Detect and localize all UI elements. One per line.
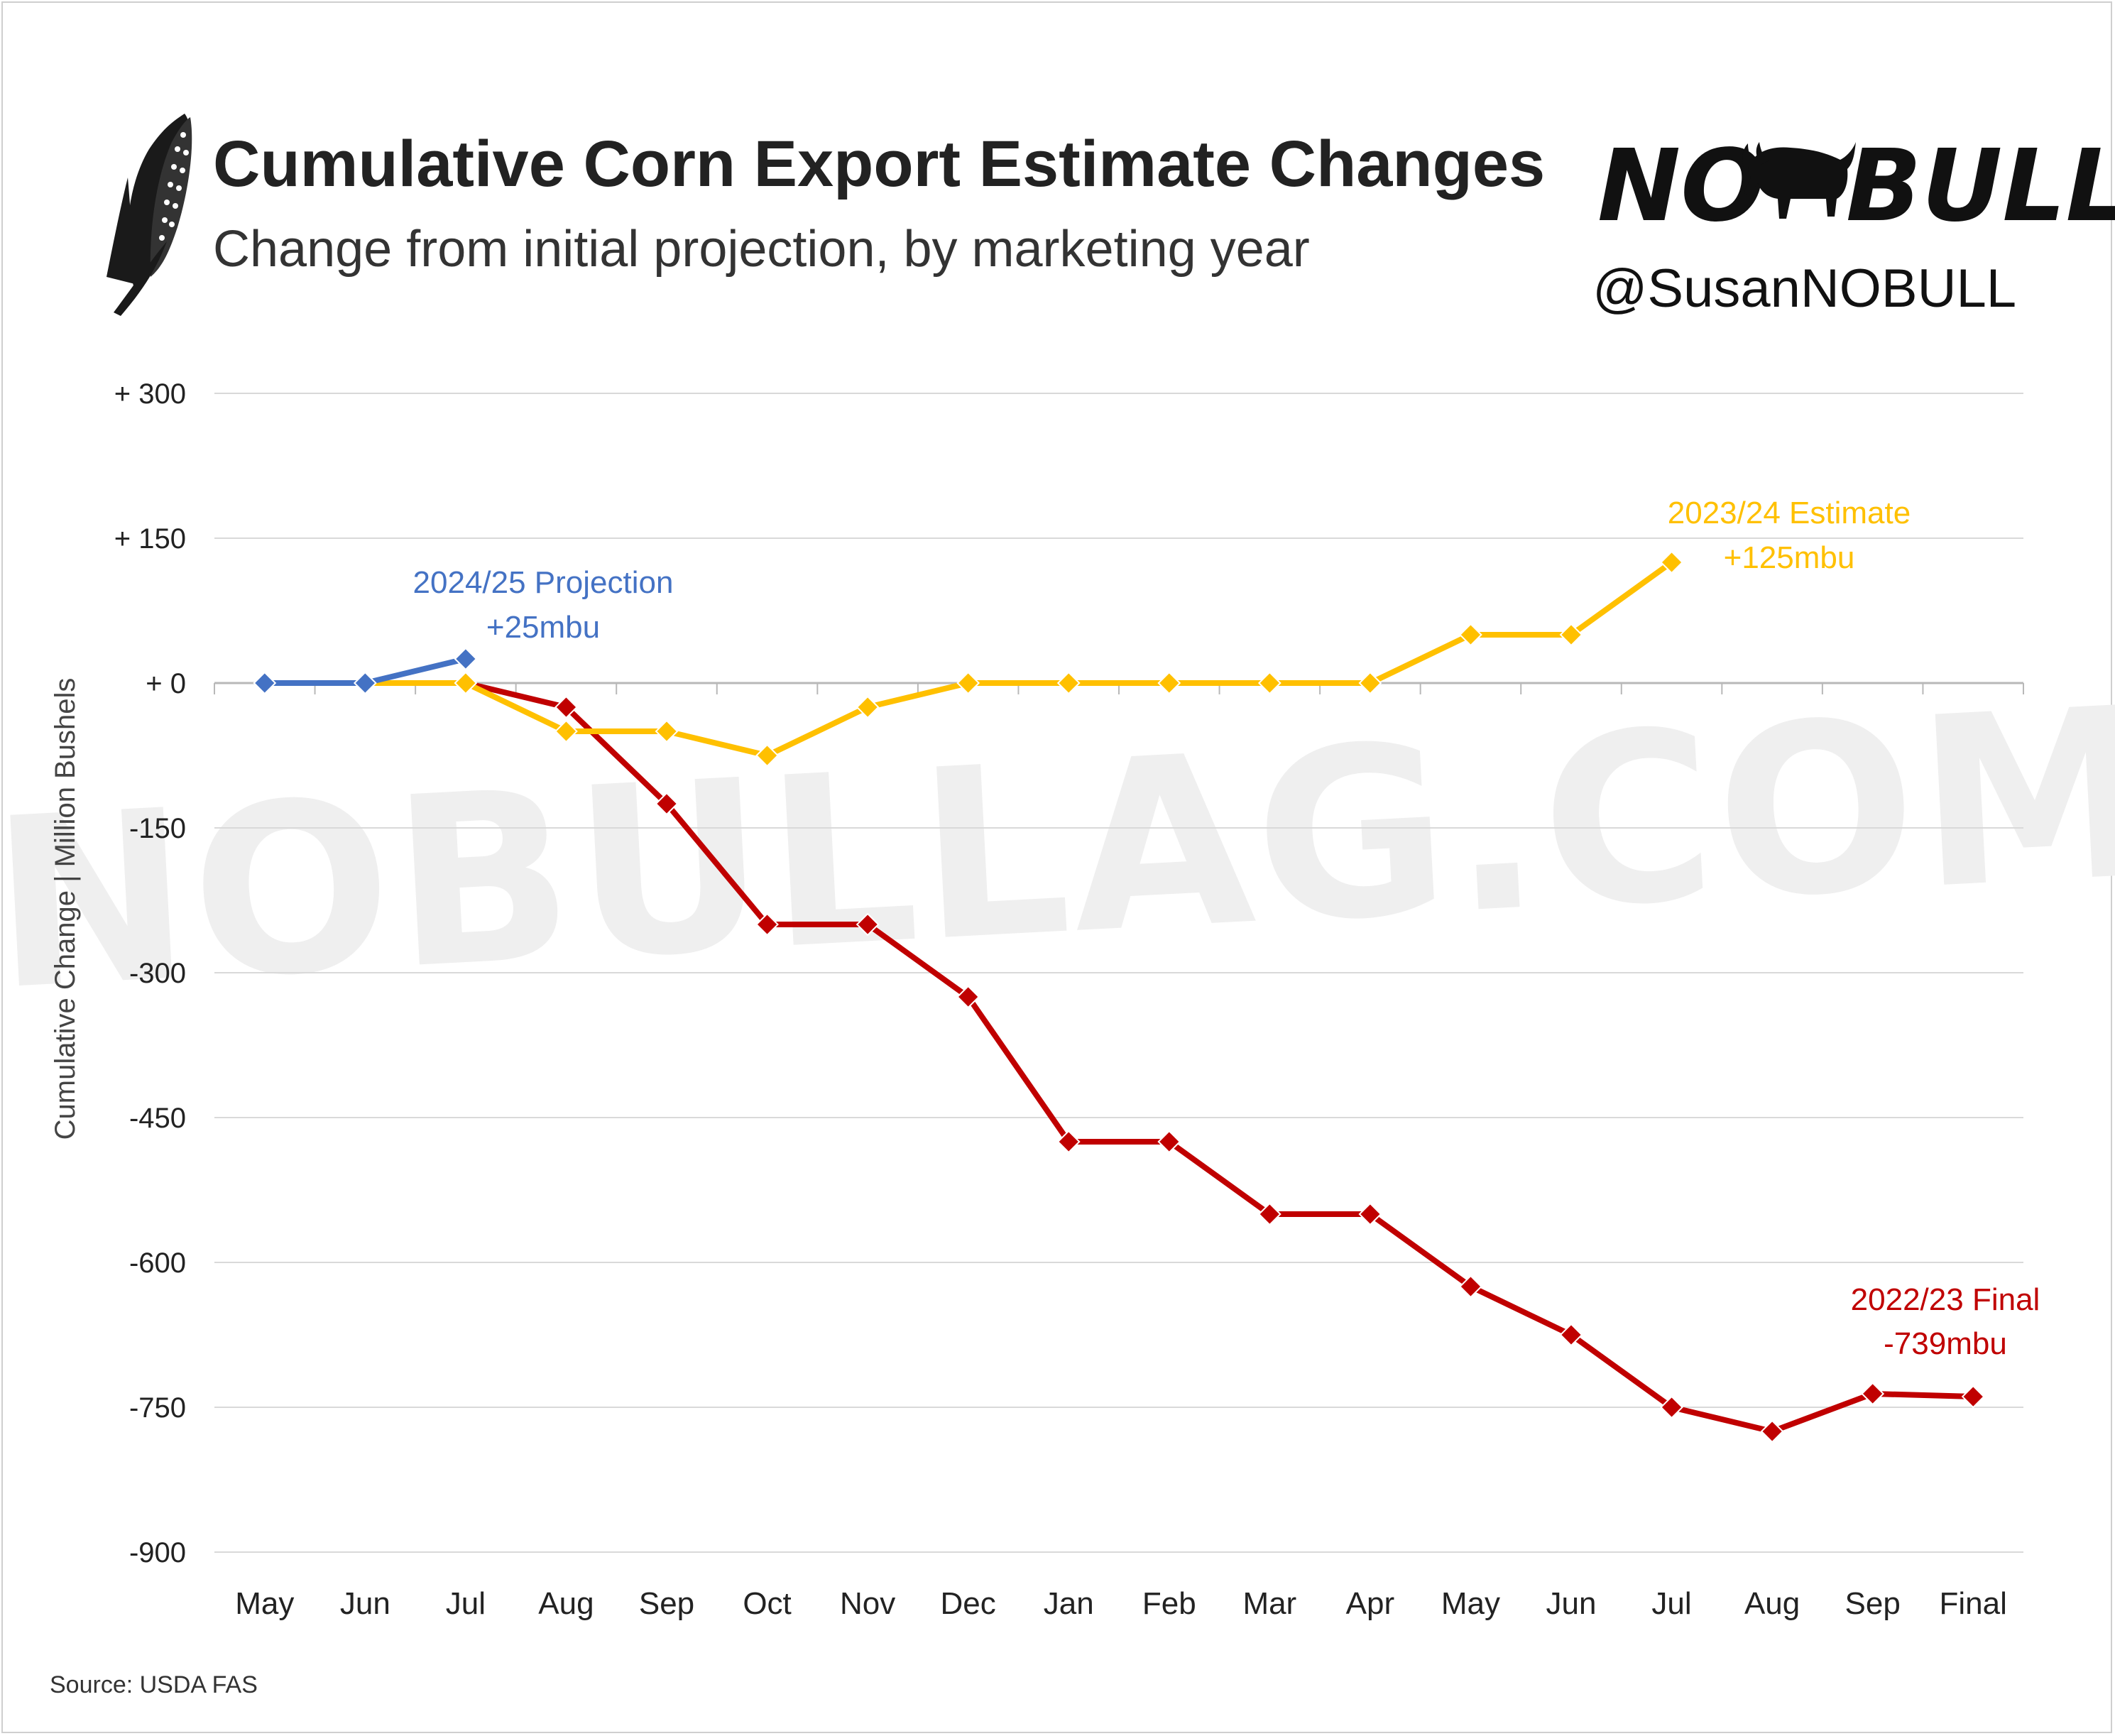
y-tick-label: -600 <box>129 1248 186 1279</box>
data-point <box>755 912 779 937</box>
series-annotation: -739mbu <box>1884 1326 2007 1361</box>
x-tick-label: Jun <box>340 1586 390 1621</box>
data-point <box>1157 1130 1181 1154</box>
logo-no-text: NO <box>1597 129 1765 244</box>
data-point <box>554 719 578 743</box>
data-point <box>454 647 478 671</box>
corn-icon <box>106 114 192 316</box>
x-tick-label: Jul <box>1651 1586 1691 1621</box>
data-point <box>1056 671 1081 695</box>
x-tick-label: Feb <box>1142 1586 1196 1621</box>
data-point <box>1660 1395 1683 1419</box>
bull-icon <box>1742 142 1856 219</box>
y-tick-label: + 150 <box>114 523 186 555</box>
x-tick-label: Final <box>1940 1586 2007 1621</box>
data-point <box>1559 623 1583 647</box>
x-tick-label: Oct <box>743 1586 791 1621</box>
x-tick-label: Sep <box>1845 1586 1901 1621</box>
x-tick-label: Aug <box>1744 1586 1800 1621</box>
chart-subtitle: Change from initial projection, by marke… <box>213 221 1310 278</box>
data-point <box>1459 623 1482 647</box>
data-point <box>755 743 779 768</box>
data-point <box>1559 1323 1583 1347</box>
y-tick-label: + 0 <box>146 668 186 699</box>
data-point <box>1157 671 1181 695</box>
x-tick-label: May <box>1441 1586 1500 1621</box>
y-tick-label: + 300 <box>114 378 186 410</box>
data-point <box>1961 1385 1985 1409</box>
nobull-logo: NO BULL <box>1597 129 2115 244</box>
data-point <box>1760 1419 1784 1443</box>
data-point <box>1358 1202 1382 1226</box>
x-tick-label: Jul <box>446 1586 486 1621</box>
series-annotation: +125mbu <box>1724 540 1855 575</box>
series-annotation: 2022/23 Final <box>1851 1282 2040 1317</box>
data-point <box>1257 671 1281 695</box>
data-point <box>454 671 478 695</box>
series-line <box>362 559 1675 758</box>
data-point <box>1257 1202 1281 1226</box>
data-point <box>1056 1130 1081 1154</box>
data-point <box>353 671 377 695</box>
series-2024-25 <box>253 647 478 695</box>
series-2022-23 <box>454 671 1985 1443</box>
chart-title: Cumulative Corn Export Estimate Changes <box>213 128 1545 200</box>
data-point <box>253 671 277 695</box>
series-2023-24 <box>353 550 1683 768</box>
data-point <box>856 912 880 937</box>
x-tick-label: Aug <box>538 1586 594 1621</box>
x-tick-label: Sep <box>639 1586 694 1621</box>
x-tick-label: Jan <box>1044 1586 1094 1621</box>
source-note: Source: USDA FAS <box>50 1671 258 1698</box>
y-tick-label: -450 <box>129 1103 186 1134</box>
data-point <box>1660 550 1683 574</box>
data-point <box>1861 1382 1885 1406</box>
series-line <box>462 680 1977 1434</box>
y-tick-label: -300 <box>129 958 186 989</box>
social-handle: @SusanNOBULL <box>1592 258 2016 319</box>
series-annotation: 2023/24 Estimate <box>1668 496 1911 530</box>
data-point <box>856 695 880 719</box>
y-tick-label: -750 <box>129 1392 186 1424</box>
x-tick-label: Jun <box>1546 1586 1597 1621</box>
data-point <box>1459 1274 1482 1299</box>
series-annotation: 2024/25 Projection <box>413 565 674 600</box>
y-tick-label: -150 <box>129 813 186 844</box>
data-point <box>655 719 679 743</box>
data-point <box>956 671 980 695</box>
data-point <box>554 695 578 719</box>
y-axis-label: Cumulative Change | Million Bushels <box>50 678 81 1140</box>
y-tick-label: -900 <box>129 1537 186 1568</box>
logo-bull-text: BULL <box>1846 129 2115 244</box>
watermark: NOBULLAG.COM <box>0 656 2115 1042</box>
x-tick-label: Dec <box>941 1586 996 1621</box>
x-tick-label: May <box>235 1586 294 1621</box>
data-point <box>655 792 679 816</box>
x-tick-label: Nov <box>840 1586 895 1621</box>
x-tick-label: Mar <box>1242 1586 1296 1621</box>
data-point <box>1358 671 1382 695</box>
series-annotation: +25mbu <box>486 610 600 645</box>
data-point <box>956 985 980 1009</box>
x-tick-label: Apr <box>1346 1586 1394 1621</box>
